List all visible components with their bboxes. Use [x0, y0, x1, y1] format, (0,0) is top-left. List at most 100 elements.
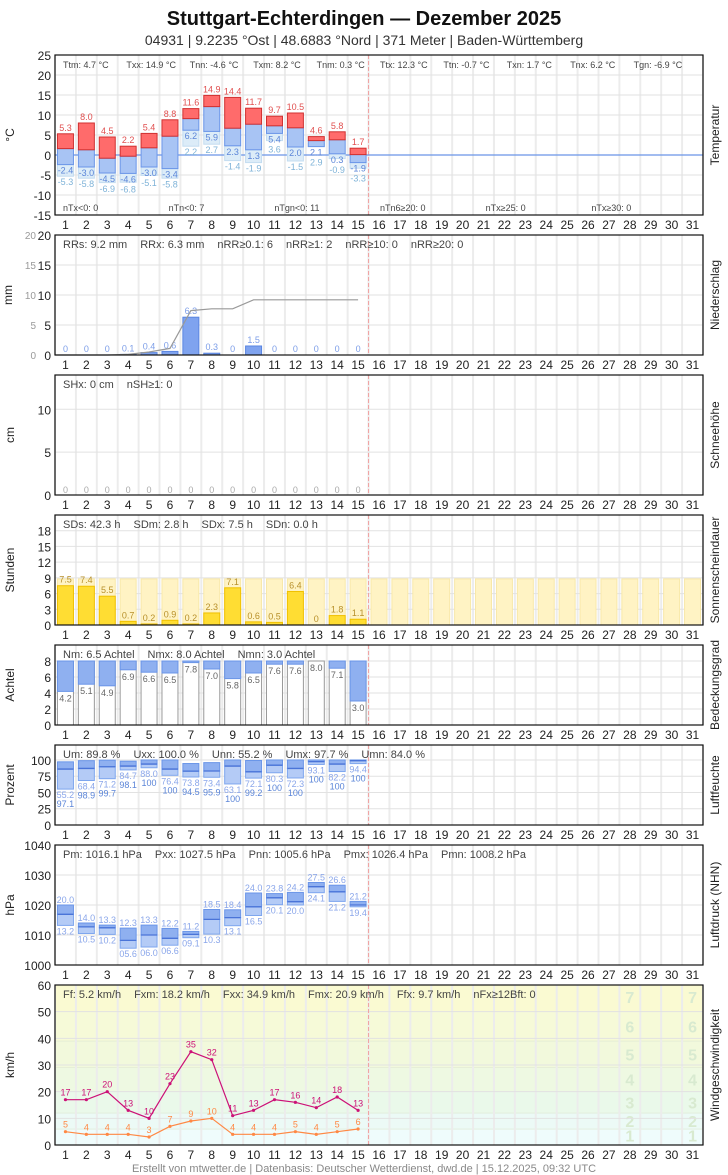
x-tick-label: 11 [268, 498, 281, 512]
beaufort-label: 3 [625, 1095, 634, 1112]
x-tick-label: 23 [519, 218, 533, 232]
x-tick-label: 28 [623, 628, 637, 642]
sunshine-bar [161, 619, 179, 626]
x-tick-label: 10 [247, 218, 261, 232]
beaufort-band [54, 1040, 704, 1068]
possible-sun-bar [495, 578, 513, 626]
beaufort-label: 2 [625, 1114, 634, 1131]
tmax-label: 5.8 [331, 121, 344, 131]
range-lower-bar [56, 913, 74, 926]
beaufort-band [54, 984, 704, 1012]
tmin-label: 1.3 [247, 151, 260, 161]
min-label: 72.1 [245, 779, 263, 789]
range-lower-bar [203, 918, 221, 935]
x-tick-label: 6 [167, 628, 174, 642]
range-lower-bar [265, 764, 283, 774]
x-tick-label: 23 [519, 628, 533, 642]
stat-text: SHx: 0 cm [63, 379, 114, 391]
wind-mean-point [147, 1135, 151, 1139]
sunshine-bar [328, 615, 346, 626]
y-tick-label: 0 [44, 1139, 51, 1153]
x-tick-label: 17 [393, 628, 407, 642]
min-temp-bar [140, 147, 158, 168]
min-temp-bar [265, 125, 283, 134]
x-tick-label: 12 [289, 628, 303, 642]
snow-label: 0 [230, 485, 235, 495]
stat-text: nTx≥30: 0 [591, 203, 631, 213]
x-tick-label: 22 [498, 728, 512, 742]
tmax-label: 5.3 [59, 123, 72, 133]
x-tick-label: 19 [435, 1148, 449, 1162]
x-tick-label: 17 [393, 498, 407, 512]
x-tick-label: 8 [208, 728, 215, 742]
wind-mean-label: 3 [147, 1125, 152, 1135]
wind-gust-label: 16 [290, 1090, 300, 1100]
min-temp-bar [182, 118, 200, 131]
x-tick-label: 7 [188, 358, 195, 372]
y-tick-label: 3 [44, 603, 51, 617]
x-tick-label: 15 [351, 828, 365, 842]
x-tick-label: 6 [167, 968, 174, 982]
min-temp-bar [56, 148, 74, 166]
x-tick-label: 19 [435, 628, 449, 642]
cloud-bar [161, 660, 179, 674]
max-label: 14.0 [78, 913, 96, 923]
x-tick-label: 14 [331, 968, 345, 982]
x-tick-label: 1 [62, 728, 69, 742]
x-tick-label: 30 [665, 498, 679, 512]
range-upper-bar [182, 763, 200, 772]
x-tick-label: 27 [602, 828, 616, 842]
x-tick-label: 26 [581, 1148, 595, 1162]
y-tick-label: 4 [44, 687, 51, 701]
possible-sun-bar [600, 578, 618, 626]
x-tick-label: 6 [167, 358, 174, 372]
y-tick-label: -10 [34, 189, 52, 203]
range-upper-bar [203, 762, 221, 772]
min-label: 09.1 [182, 939, 200, 949]
wind-gust-point [210, 1058, 214, 1062]
y-tick-label: 20 [38, 229, 52, 243]
x-tick-label: 16 [372, 498, 386, 512]
x-tick-label: 8 [208, 218, 215, 232]
range-lower-bar [286, 767, 304, 779]
range-lower-bar [328, 891, 346, 902]
x-tick-label: 9 [229, 728, 236, 742]
x-tick-label: 31 [686, 1148, 700, 1162]
wind-mean-point [293, 1130, 297, 1134]
min-label: 93.1 [308, 765, 326, 775]
beaufort-label: 4 [688, 1073, 697, 1090]
max-label: 94.5 [182, 787, 200, 797]
min-label: 88.0 [140, 769, 158, 779]
tmax-label: 10.5 [287, 102, 305, 112]
x-tick-label: 14 [331, 728, 345, 742]
precip-label: 0 [63, 344, 68, 354]
wind-mean-point [272, 1132, 277, 1136]
range-upper-bar [161, 927, 179, 939]
stat-text: Txn: 1.7 °C [507, 60, 553, 70]
x-tick-label: 16 [372, 828, 386, 842]
wind-gust-point [356, 1108, 360, 1112]
max-label: 13.3 [140, 915, 158, 925]
stat-text: nRR≥20: 0 [411, 239, 464, 251]
x-tick-label: 12 [289, 968, 303, 982]
cloud-label: 7.6 [289, 666, 302, 676]
sunshine-label: 0.6 [247, 611, 260, 621]
x-tick-label: 9 [229, 1148, 236, 1162]
range-lower-bar [56, 768, 74, 790]
tground-label: -6.8 [120, 184, 136, 194]
x-tick-label: 7 [188, 218, 195, 232]
x-tick-label: 1 [62, 498, 69, 512]
beaufort-band [54, 1128, 704, 1146]
tground-label: 3.6 [268, 144, 281, 154]
x-tick-label: 24 [540, 1148, 554, 1162]
max-label: 100 [225, 794, 240, 804]
x-tick-label: 30 [665, 828, 679, 842]
stat-text: SDn: 0.0 h [266, 519, 318, 531]
x-tick-label: 25 [560, 1148, 574, 1162]
min-label: 10.3 [203, 935, 221, 945]
sunshine-label: 1.1 [352, 608, 365, 618]
x-tick-label: 20 [456, 498, 470, 512]
max-label: 100 [267, 783, 282, 793]
